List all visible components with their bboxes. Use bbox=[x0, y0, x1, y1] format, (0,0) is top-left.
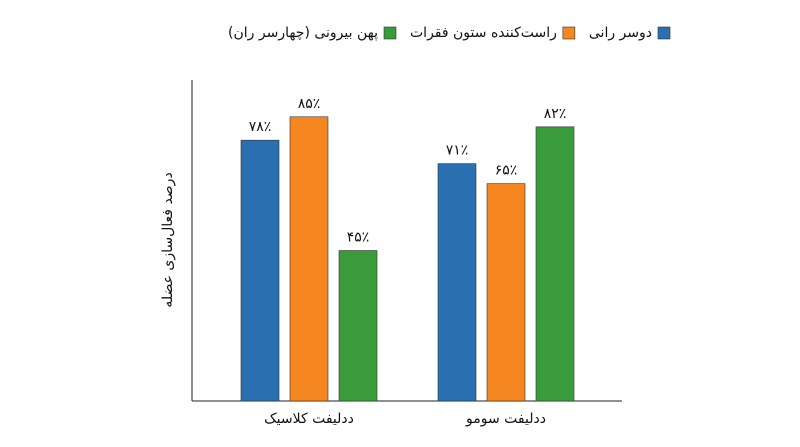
data-label: ۸۲٪ bbox=[544, 106, 567, 122]
legend-label: پهن بیرونی (چهارسر ران) bbox=[228, 25, 378, 41]
x-tick-label: ددلیفت کلاسیک bbox=[264, 411, 354, 427]
bar bbox=[486, 183, 526, 402]
legend-swatch bbox=[562, 26, 576, 40]
data-label: ۶۵٪ bbox=[495, 163, 518, 179]
legend-label: راست‌کننده ستون فقرات bbox=[410, 25, 557, 41]
bar bbox=[535, 126, 575, 402]
legend-label: دوسر رانی bbox=[589, 25, 652, 41]
bar bbox=[338, 250, 378, 402]
y-axis-label: درصد فعال‌سازی عضله bbox=[160, 172, 176, 307]
bar bbox=[437, 163, 477, 402]
legend-swatch bbox=[657, 26, 671, 40]
data-label: ۸۵٪ bbox=[298, 96, 321, 112]
bar bbox=[240, 139, 280, 402]
data-label: ۷۸٪ bbox=[249, 119, 272, 135]
legend-swatch bbox=[383, 26, 397, 40]
data-label: ۷۱٪ bbox=[446, 143, 469, 159]
bar bbox=[289, 116, 329, 402]
data-label: ۴۵٪ bbox=[347, 230, 370, 246]
x-tick-label: ددلیفت سومو bbox=[465, 411, 546, 427]
